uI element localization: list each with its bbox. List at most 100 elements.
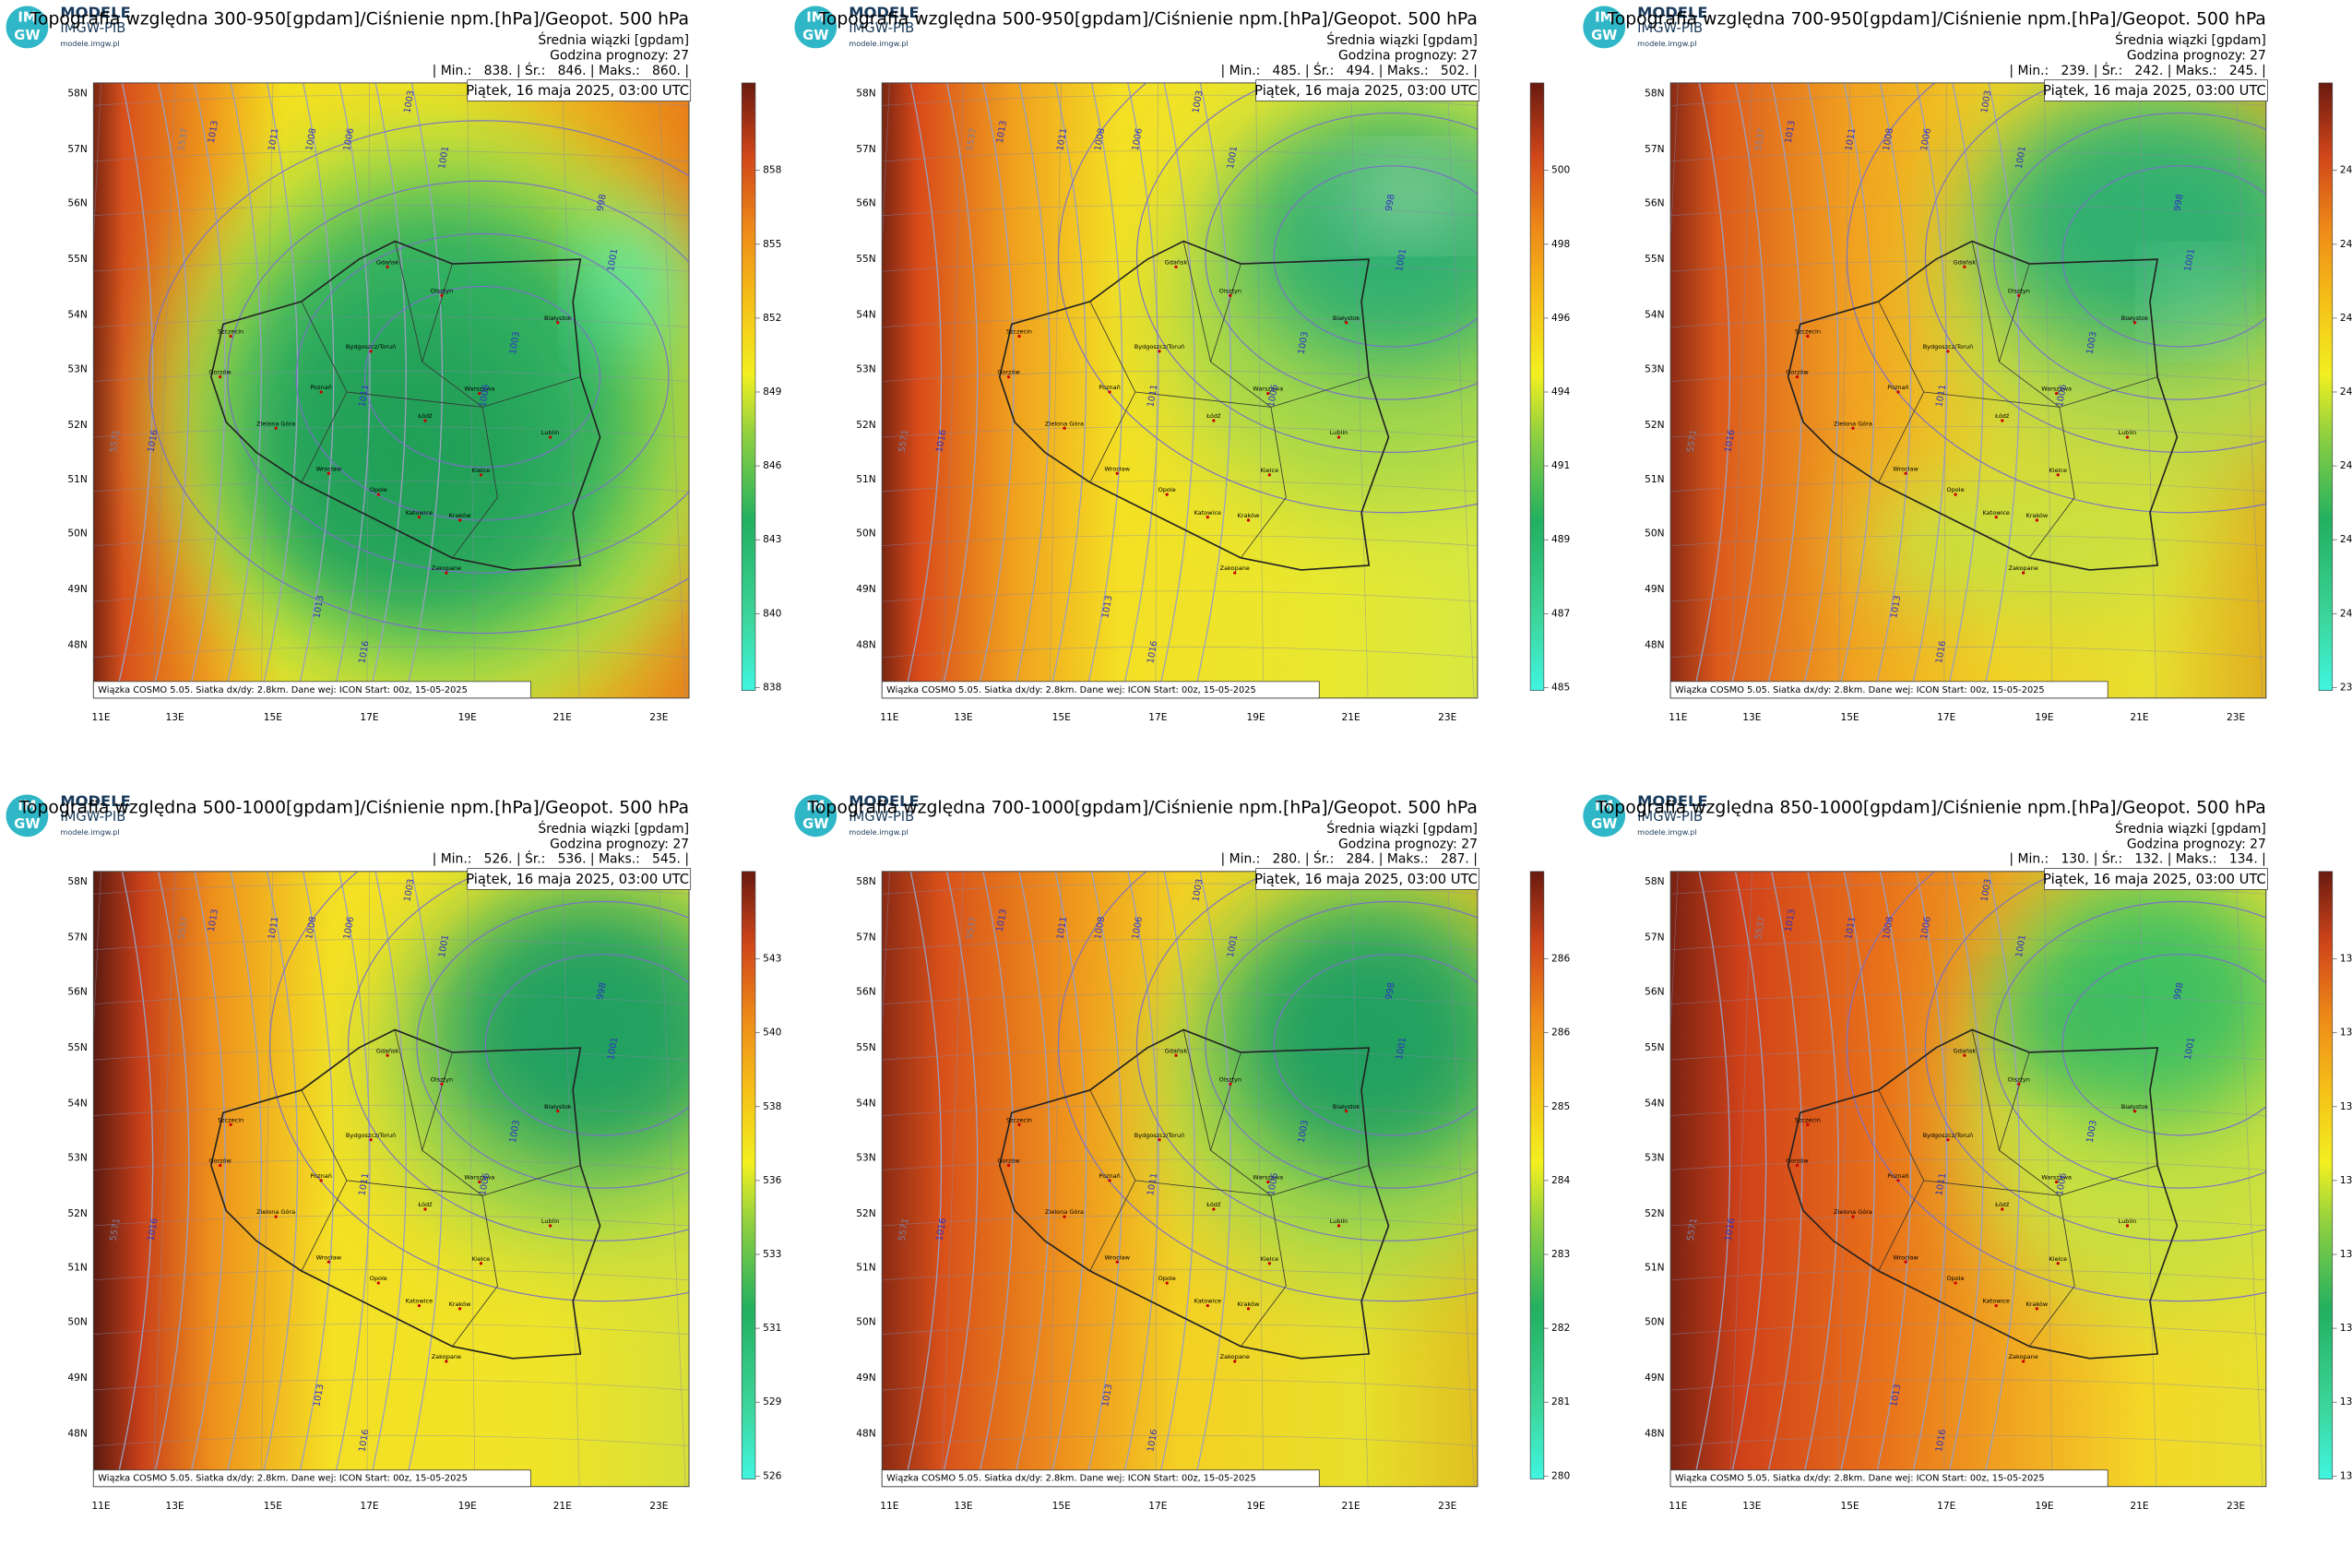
city-label: Zakopane xyxy=(2009,1353,2038,1360)
colorbar-label: 536 xyxy=(763,1174,782,1186)
geopotential-contour xyxy=(368,871,407,1487)
city-label: Zielona Góra xyxy=(1834,420,1872,427)
city-label: Opole xyxy=(370,486,387,493)
lat-label: 51N xyxy=(67,1262,87,1274)
parallel xyxy=(1670,426,2266,438)
lat-label: 54N xyxy=(67,1098,87,1110)
logo-mark-bottom: GW xyxy=(1591,816,1617,832)
geopotential-contour xyxy=(223,871,262,1487)
field-blob xyxy=(1225,901,1478,1173)
meridian xyxy=(152,871,175,1487)
colorbar-label: 485 xyxy=(1551,681,1570,693)
city-dot xyxy=(1795,375,1800,379)
contour-label: 1016 xyxy=(1146,640,1159,664)
lat-label: 53N xyxy=(856,362,875,374)
parallel xyxy=(93,939,690,951)
parallel xyxy=(1670,260,2266,272)
contour-label: 1006 xyxy=(1919,916,1933,940)
lon-label: 15E xyxy=(1841,1500,1860,1512)
city-label: Wrocław xyxy=(316,1253,342,1261)
geopotential-contour xyxy=(259,871,299,1487)
city-label: Kielce xyxy=(472,1255,490,1263)
city-label: Łódź xyxy=(417,412,433,420)
parallel xyxy=(1670,590,2266,602)
lat-label: 49N xyxy=(856,583,875,595)
footer: Wiązka COSMO 5.05. Siatka dx/dy: 2.8km. … xyxy=(1675,685,2045,695)
colorbar-label: 132 xyxy=(2340,1100,2352,1112)
stats: | Min.: 130. | Śr.: 132. | Maks.: 134. | xyxy=(2009,850,2265,867)
city-label: Warszawa xyxy=(2041,386,2072,393)
contour-label: 1003 xyxy=(1191,89,1205,113)
colorbar-label: 280 xyxy=(1551,1469,1571,1481)
city-dot xyxy=(1963,1053,1966,1057)
colorbar-label: 849 xyxy=(763,386,781,398)
city-dot xyxy=(1229,1082,1232,1086)
city-dot xyxy=(2056,1262,2060,1265)
contour-label: 1006 xyxy=(2055,1172,2069,1196)
city-dot xyxy=(219,1163,222,1168)
city-dot xyxy=(1006,1163,1011,1168)
meridian xyxy=(1255,82,1265,698)
geopotential-contour xyxy=(114,871,154,1487)
city-dot xyxy=(479,1262,483,1265)
logo-url: modele.imgw.pl xyxy=(1637,39,1696,48)
geopotential-contour xyxy=(1157,871,1195,1487)
isobar xyxy=(1136,82,1478,453)
lat-label: 49N xyxy=(67,583,87,595)
lon-label: 23E xyxy=(1438,1500,1457,1512)
city-label: Bydgoszcz/Toruń xyxy=(1923,343,1973,350)
city-dot xyxy=(1246,518,1251,522)
parallel xyxy=(93,992,690,1004)
country-border xyxy=(209,240,601,571)
isobar xyxy=(269,871,690,1302)
subtitle: Średnia wiązki [gpdam] xyxy=(538,820,689,837)
geopotential-contour xyxy=(1872,82,1912,698)
meridian xyxy=(882,871,890,1038)
lat-label: 50N xyxy=(856,1316,875,1328)
geopotential-contour xyxy=(404,82,444,698)
colorbar-label: 239 xyxy=(2340,681,2352,693)
lat-label: 54N xyxy=(1645,1098,1664,1110)
city-dot xyxy=(1946,350,1950,353)
logo-mark-top: IM xyxy=(1595,799,1613,814)
contour-label: 1013 xyxy=(1100,595,1114,619)
lat-label: 52N xyxy=(67,419,87,431)
meridian xyxy=(1729,871,1752,1487)
isobar xyxy=(1924,871,2266,1241)
parallel xyxy=(1670,1104,2266,1116)
city-label: Zielona Góra xyxy=(256,1208,295,1216)
contour-label: 5537 xyxy=(1753,127,1767,151)
geopotential-contour xyxy=(331,82,371,698)
contour-label: 1011 xyxy=(267,127,280,151)
parallel xyxy=(882,1215,1478,1227)
region-borders xyxy=(1089,1029,1370,1347)
city-dot xyxy=(1158,1138,1161,1142)
city-label: Olsztyn xyxy=(431,287,453,294)
logo-org: IMGW-PIB xyxy=(849,20,914,36)
isobar xyxy=(1993,113,2266,400)
meridian xyxy=(941,82,964,698)
parallel xyxy=(93,315,690,328)
contour-label: 1013 xyxy=(1784,120,1798,144)
contour-label: 1008 xyxy=(304,916,318,940)
logo-brand: MODELE xyxy=(60,4,130,21)
contour-label: 5571 xyxy=(1685,429,1699,453)
contour-label: 5571 xyxy=(1685,1218,1699,1241)
city-label: Zakopane xyxy=(1220,1353,1250,1360)
subtitle: Średnia wiązki [gpdam] xyxy=(2115,820,2266,837)
city-dot xyxy=(1165,1281,1169,1285)
stats: | Min.: 526. | Śr.: 536. | Maks.: 545. | xyxy=(433,850,689,867)
city-label: Kielce xyxy=(1261,467,1279,474)
lon-label: 19E xyxy=(2035,1500,2054,1512)
city-label: Gorzów xyxy=(1786,1158,1809,1165)
city-dot xyxy=(457,1307,462,1311)
city-label: Poznań xyxy=(1887,384,1908,391)
city-label: Lublin xyxy=(541,429,560,436)
geopotential-contour xyxy=(187,871,226,1487)
city-dot xyxy=(423,1207,427,1211)
geopotential-contour xyxy=(1012,871,1051,1487)
city-label: Zakopane xyxy=(1220,564,1250,572)
footer: Wiązka COSMO 5.05. Siatka dx/dy: 2.8km. … xyxy=(886,1474,1256,1484)
